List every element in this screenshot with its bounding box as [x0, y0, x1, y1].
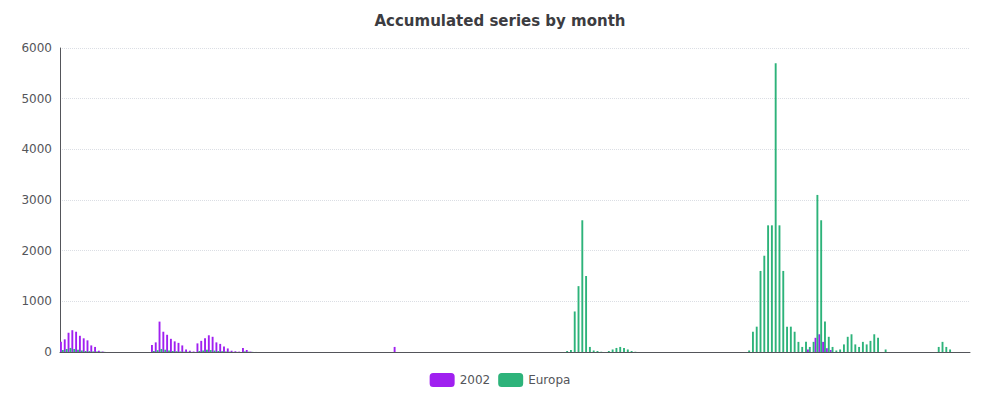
svg-text:3000: 3000 — [21, 193, 52, 207]
svg-text:1000: 1000 — [21, 294, 52, 308]
svg-text:2002: 2002 — [460, 373, 491, 387]
svg-text:Europa: Europa — [528, 373, 570, 387]
svg-text:0: 0 — [44, 345, 52, 359]
svg-text:2000: 2000 — [21, 244, 52, 258]
svg-text:4000: 4000 — [21, 142, 52, 156]
svg-text:Accumulated series by month: Accumulated series by month — [374, 12, 625, 30]
svg-text:5000: 5000 — [21, 92, 52, 106]
svg-text:6000: 6000 — [21, 41, 52, 55]
